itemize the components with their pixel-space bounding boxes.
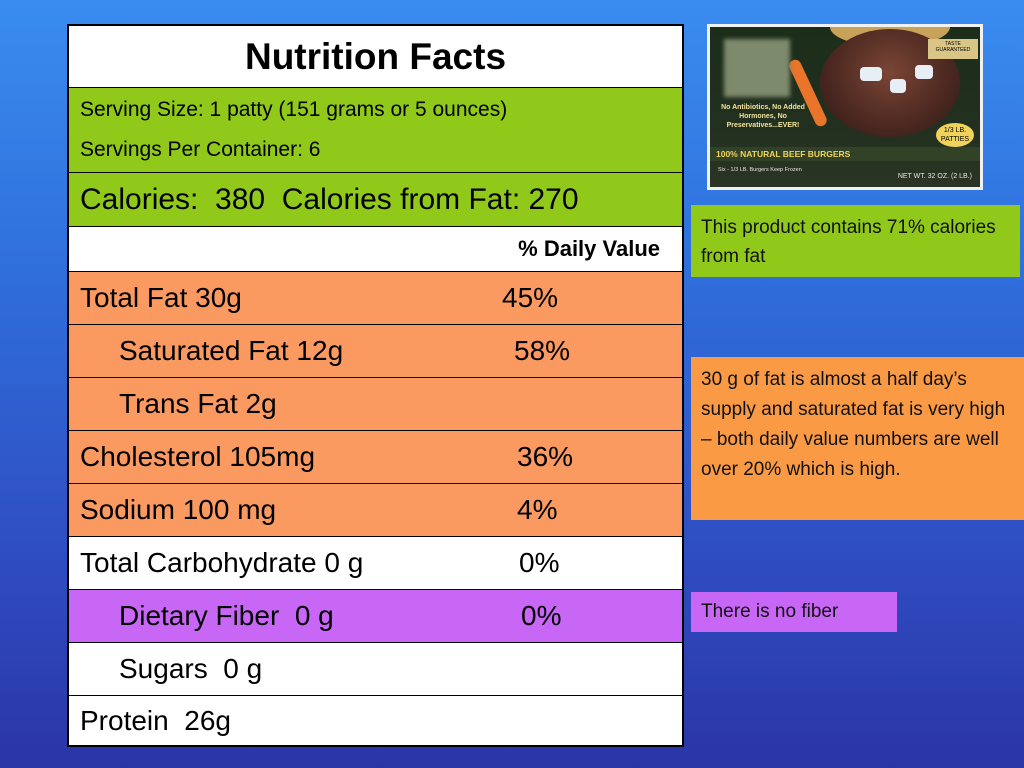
- product-box-photo: TASTE GUARANTEED No Antibiotics, No Adde…: [707, 24, 983, 190]
- fat-calories-callout: This product contains 71% calories from …: [691, 205, 1020, 277]
- net-weight-text: NET WT. 32 OZ. (2 LB.): [897, 173, 972, 180]
- nutrient-row-total-carbohydrate: Total Carbohydrate 0 g 0%: [69, 537, 682, 590]
- product-box: TASTE GUARANTEED No Antibiotics, No Adde…: [710, 27, 980, 187]
- nutrient-label: Dietary Fiber 0 g: [119, 600, 334, 631]
- nutrient-percent: 58%: [514, 335, 571, 366]
- serving-info-row: Serving Size: 1 patty (151 grams or 5 ou…: [69, 88, 682, 173]
- nutrient-label: Total Fat 30g: [80, 282, 242, 313]
- nutrient-row-trans-fat: Trans Fat 2g: [69, 378, 682, 431]
- product-count-text: Six - 1/3 LB. Burgers Keep Frozen: [718, 167, 802, 173]
- nutrient-label: Saturated Fat 12g: [119, 335, 344, 366]
- product-name-band: 100% NATURAL BEEF BURGERS: [710, 147, 980, 161]
- calories-row: Calories: 380 Calories from Fat: 270: [69, 173, 682, 227]
- nutrient-row-dietary-fiber: Dietary Fiber 0 g 0%: [69, 590, 682, 643]
- nutrient-percent: 4%: [517, 494, 558, 525]
- fat-note-callout: 30 g of fat is almost a half day’s suppl…: [691, 357, 1024, 520]
- nutrient-row-sugars: Sugars 0 g: [69, 643, 682, 696]
- nutrient-percent: 0%: [521, 600, 562, 631]
- nutrient-label: Total Carbohydrate 0 g: [80, 547, 364, 578]
- cheese-crumble: [915, 65, 933, 79]
- blurred-brand-logo: [724, 39, 790, 97]
- nutrient-row-saturated-fat: Saturated Fat 12g 58%: [69, 325, 682, 378]
- fiber-note-callout: There is no fiber: [691, 592, 897, 632]
- nutrient-label: Protein 26g: [80, 704, 231, 736]
- nutrient-row-sodium: Sodium 100 mg 4%: [69, 484, 682, 537]
- taste-guaranteed-badge: TASTE GUARANTEED: [928, 39, 978, 59]
- nutrient-label: Trans Fat 2g: [119, 388, 277, 419]
- nutrient-percent: 45%: [502, 282, 559, 313]
- nutrient-percent: 0%: [519, 547, 560, 578]
- patty-size-seal: 1/3 LB. PATTIES: [936, 123, 974, 147]
- nutrition-title: Nutrition Facts: [244, 35, 507, 77]
- nutrient-row-protein: Protein 26g: [69, 696, 682, 745]
- nutrition-facts-table: Nutrition Facts Serving Size: 1 patty (1…: [67, 24, 684, 747]
- cheese-crumble: [890, 79, 906, 93]
- nutrient-label: Sugars 0 g: [119, 653, 263, 684]
- serving-size: Serving Size: 1 patty (151 grams or 5 ou…: [80, 98, 508, 121]
- calories-text: Calories: 380 Calories from Fat: 270: [80, 182, 579, 216]
- servings-per-container: Servings Per Container: 6: [80, 138, 321, 161]
- nutrient-label: Cholesterol 105mg: [80, 441, 316, 472]
- nutrition-title-row: Nutrition Facts: [69, 26, 682, 88]
- nutrient-row-total-fat: Total Fat 30g 45%: [69, 272, 682, 325]
- daily-value-header-row: % Daily Value: [69, 227, 682, 272]
- nutrient-percent: 36%: [517, 441, 574, 472]
- nutrient-label: Sodium 100 mg: [80, 494, 277, 525]
- nutrient-row-cholesterol: Cholesterol 105mg 36%: [69, 431, 682, 484]
- cheese-crumble: [860, 67, 882, 81]
- daily-value-header: % Daily Value: [518, 236, 660, 261]
- product-claims: No Antibiotics, No Added Hormones, No Pr…: [721, 104, 805, 129]
